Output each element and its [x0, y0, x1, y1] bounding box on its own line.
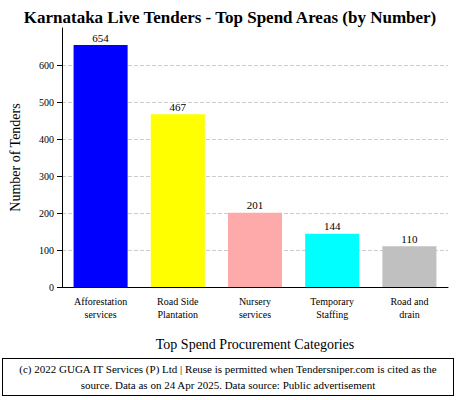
svg-text:400: 400	[39, 134, 54, 145]
svg-text:0: 0	[49, 282, 54, 293]
svg-text:drain: drain	[399, 309, 420, 320]
svg-text:144: 144	[324, 220, 341, 232]
svg-text:Plantation: Plantation	[158, 309, 199, 320]
svg-text:Road and: Road and	[390, 296, 428, 307]
html-text:(c) 2022 GUGA IT Services (P): (c) 2022 GUGA IT Services (P) Ltd | Reus…	[19, 363, 437, 391]
svg-text:Nursery: Nursery	[239, 296, 271, 307]
svg-text:467: 467	[170, 101, 187, 113]
svg-text:110: 110	[401, 233, 418, 245]
svg-text:654: 654	[92, 32, 109, 44]
svg-text:Afforestation: Afforestation	[74, 296, 127, 307]
svg-text:services: services	[84, 309, 116, 320]
svg-text:Karnataka Live Tenders - Top S: Karnataka Live Tenders - Top Spend Areas…	[24, 8, 436, 27]
svg-text:600: 600	[39, 60, 54, 71]
svg-text:Number of Tenders: Number of Tenders	[8, 103, 23, 211]
svg-text:300: 300	[39, 171, 54, 182]
svg-text:Road Side: Road Side	[157, 296, 199, 307]
svg-text:services: services	[239, 309, 271, 320]
svg-text:100: 100	[39, 245, 54, 256]
svg-text:Staffing: Staffing	[316, 309, 348, 320]
svg-text:200: 200	[39, 208, 54, 219]
svg-text:201: 201	[247, 199, 264, 211]
svg-text:Temporary: Temporary	[310, 296, 354, 307]
svg-text:500: 500	[39, 97, 54, 108]
svg-text:Top Spend Procurement Categori: Top Spend Procurement Categories	[156, 337, 354, 352]
